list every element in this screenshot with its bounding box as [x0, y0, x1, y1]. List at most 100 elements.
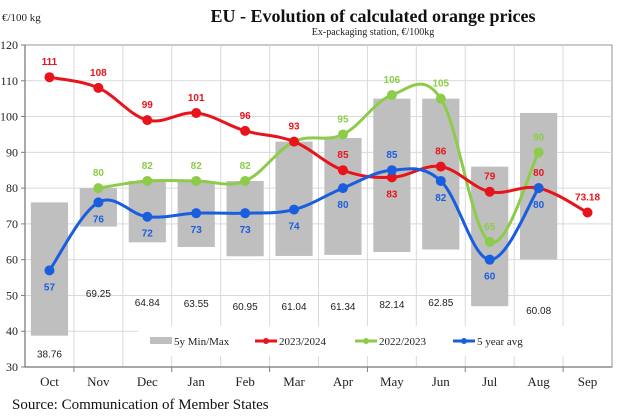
y-tick-label: 110: [0, 74, 18, 88]
x-tick-label: Nov: [87, 374, 110, 389]
y-tick-label: 90: [6, 145, 18, 159]
series-5-year-avg-marker: [386, 165, 397, 176]
series-lines: [44, 72, 593, 276]
series-2023-2024-data-label: 96: [240, 111, 252, 122]
min-value-label: 61.04: [282, 302, 307, 313]
min-value-label: 82.14: [379, 300, 404, 311]
legend-label: 5 year avg: [477, 336, 523, 348]
legend: 5y Min/Max 2023/2024 2022/2023 5 year avg: [138, 326, 610, 356]
x-tick-label: Aug: [527, 374, 550, 389]
min-value-label: 69.25: [86, 289, 111, 300]
series-2023-2024-marker: [484, 186, 495, 197]
series-2023-2024-marker: [44, 72, 55, 83]
y-tick-label: 100: [0, 110, 18, 124]
series-5-year-avg-marker: [191, 208, 202, 219]
series-5-year-avg-marker: [484, 254, 495, 265]
series-5-year-avg-marker: [337, 183, 348, 194]
series-5-year-avg-data-label: 72: [142, 229, 154, 240]
x-tick-label: Sep: [578, 374, 598, 389]
series-2023-2024-data-label: 108: [90, 68, 107, 79]
series-2023-2024-data-label: 99: [142, 100, 154, 111]
series-2022-2023-data-label: 90: [533, 132, 545, 143]
series-2022-2023-marker: [142, 175, 153, 186]
series-5-year-avg-marker: [93, 197, 104, 208]
minmax-bar: [324, 138, 362, 255]
minmax-bar: [275, 141, 313, 256]
series-2023-2024-data-label: 101: [188, 93, 205, 104]
x-tick-label: Mar: [283, 374, 305, 389]
series-2023-2024-marker: [191, 107, 202, 118]
series-2022-2023-data-label: 82: [240, 161, 252, 172]
series-5-year-avg-data-label: 60: [484, 272, 496, 283]
data-labels: 80 82 82 82 95 106 105 65 90 111 108 99 101 96 93 85 83 8…: [42, 57, 601, 293]
min-value-label: 61.34: [330, 302, 355, 313]
series-2022-2023-marker: [533, 147, 544, 158]
source-note: Source: Communication of Member States: [12, 397, 269, 413]
series-5-year-avg-marker: [44, 265, 55, 276]
series-2022-2023-marker: [386, 90, 397, 101]
series-5-year-avg-marker: [435, 175, 446, 186]
chart-subtitle: Ex-packaging station, €/100kg: [311, 27, 435, 38]
y-tick-label: 50: [6, 288, 18, 302]
minmax-bar: [226, 180, 264, 257]
min-value-label: 64.84: [135, 298, 160, 309]
y-tick-label: 70: [6, 217, 18, 231]
min-labels: 38.76 69.25 64.84 63.55 60.95 61.04 61.34 82.14…: [37, 289, 552, 361]
series-2023-2024-marker: [582, 207, 593, 218]
series-2022-2023-marker: [93, 183, 104, 194]
series-2022-2023-data-label: 105: [432, 79, 449, 90]
min-value-label: 38.76: [37, 350, 62, 361]
x-tick-label: Oct: [40, 374, 59, 389]
series-2023-2024-data-label: 79: [484, 172, 496, 183]
series-2022-2023-marker: [435, 93, 446, 104]
series-5-year-avg-data-label: 82: [435, 193, 447, 204]
series-2022-2023-marker: [191, 175, 202, 186]
x-tick-label: Jan: [188, 374, 206, 389]
legend-swatch-marker: [263, 338, 269, 344]
min-value-label: 62.85: [428, 298, 453, 309]
series-2023-2024-marker: [142, 115, 153, 126]
axes: 30 40 50 60 70 80 90 100 110 120 Oct Nov Dec Jan Feb Ma…: [0, 38, 612, 389]
y-tick-label: 60: [6, 253, 18, 267]
series-2022-2023-data-label: 80: [93, 168, 105, 179]
series-2022-2023-data-label: 106: [384, 75, 401, 86]
x-tick-label: Feb: [235, 374, 255, 389]
series-2023-2024-marker: [337, 165, 348, 176]
series-5-year-avg-data-label: 73: [191, 225, 203, 236]
series-2022-2023-data-label: 65: [484, 222, 496, 233]
legend-label: 5y Min/Max: [174, 336, 230, 348]
series-2022-2023-marker: [240, 175, 251, 186]
series-2023-2024-data-label: 111: [42, 57, 58, 68]
legend-swatch-marker: [461, 338, 467, 344]
y-tick-label: 120: [0, 38, 18, 52]
min-value-label: 60.08: [526, 306, 551, 317]
series-5-year-avg-data-label: 80: [337, 200, 349, 211]
series-2023-2024-marker: [240, 125, 251, 136]
chart-title: EU - Evolution of calculated orange pric…: [210, 6, 536, 26]
series-5-year-avg-data-label: 85: [386, 150, 398, 161]
series-2023-2024-data-label: 83: [386, 189, 398, 200]
series-2023-2024-data-label: 85: [337, 150, 349, 161]
series-5-year-avg-marker: [240, 208, 251, 219]
series-2022-2023-marker: [484, 236, 495, 247]
x-tick-label: Jul: [482, 374, 498, 389]
series-2022-2023-data-label: 82: [142, 161, 154, 172]
series-2023-2024-marker: [93, 82, 104, 93]
series-2023-2024-data-label: 86: [435, 147, 447, 158]
x-tick-label: Apr: [333, 374, 354, 389]
legend-swatch-minmax: [150, 337, 172, 344]
series-2023-2024-data-label: 73.18: [575, 193, 600, 204]
legend-label: 2023/2024: [279, 336, 327, 348]
series-5-year-avg-data-label: 74: [288, 222, 300, 233]
series-5-year-avg-marker: [289, 204, 300, 215]
y-axis-unit-label: €/100 kg: [2, 12, 41, 24]
series-5-year-avg-marker: [142, 211, 153, 222]
series-5-year-avg-data-label: 73: [240, 225, 252, 236]
y-tick-label: 80: [6, 181, 18, 195]
minmax-bar: [422, 98, 460, 250]
min-value-label: 63.55: [184, 299, 209, 310]
series-2023-2024-data-label: 93: [288, 122, 300, 133]
y-tick-label: 30: [6, 360, 18, 374]
x-tick-label: May: [380, 374, 404, 389]
